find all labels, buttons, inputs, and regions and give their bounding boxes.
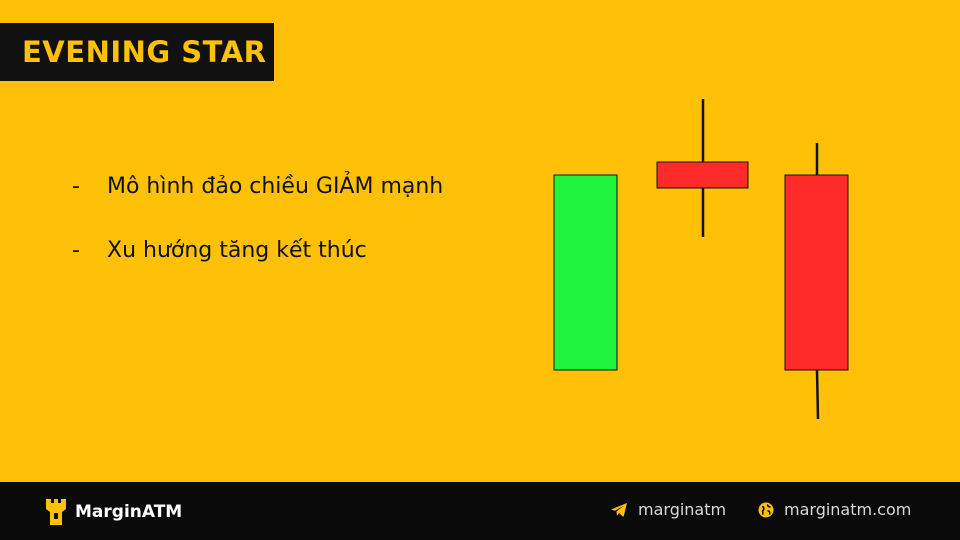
website-url: marginatm.com: [784, 500, 912, 519]
telegram-handle: marginatm: [638, 500, 727, 519]
candle-lower-wick: [815, 369, 820, 420]
candle-body: [784, 174, 849, 371]
candle-body: [553, 174, 618, 371]
brand-name: MarginATM: [75, 502, 183, 522]
bullet-dash: -: [72, 238, 80, 263]
website-link[interactable]: marginatm.com: [758, 500, 911, 519]
bullet-dash: -: [72, 174, 80, 199]
telegram-link[interactable]: marginatm: [610, 500, 726, 519]
candle-bearish: [784, 143, 849, 420]
footer-bar: MarginATM marginatm marginatm.com: [0, 482, 960, 540]
candle-body: [656, 161, 749, 189]
brand-logo[interactable]: MarginATM: [45, 498, 182, 526]
globe-icon: [758, 502, 774, 517]
bullet-text: Xu hướng tăng kết thúc: [107, 238, 367, 263]
candle-bullish: [553, 174, 618, 371]
rook-tower-icon: [46, 499, 66, 525]
title-banner: EVENING STAR: [0, 23, 274, 81]
candle-star: [656, 99, 749, 237]
telegram-plane-icon: [611, 502, 627, 517]
page-title: EVENING STAR: [22, 35, 267, 69]
bullet-text: Mô hình đảo chiều GIẢM mạnh: [107, 174, 444, 199]
